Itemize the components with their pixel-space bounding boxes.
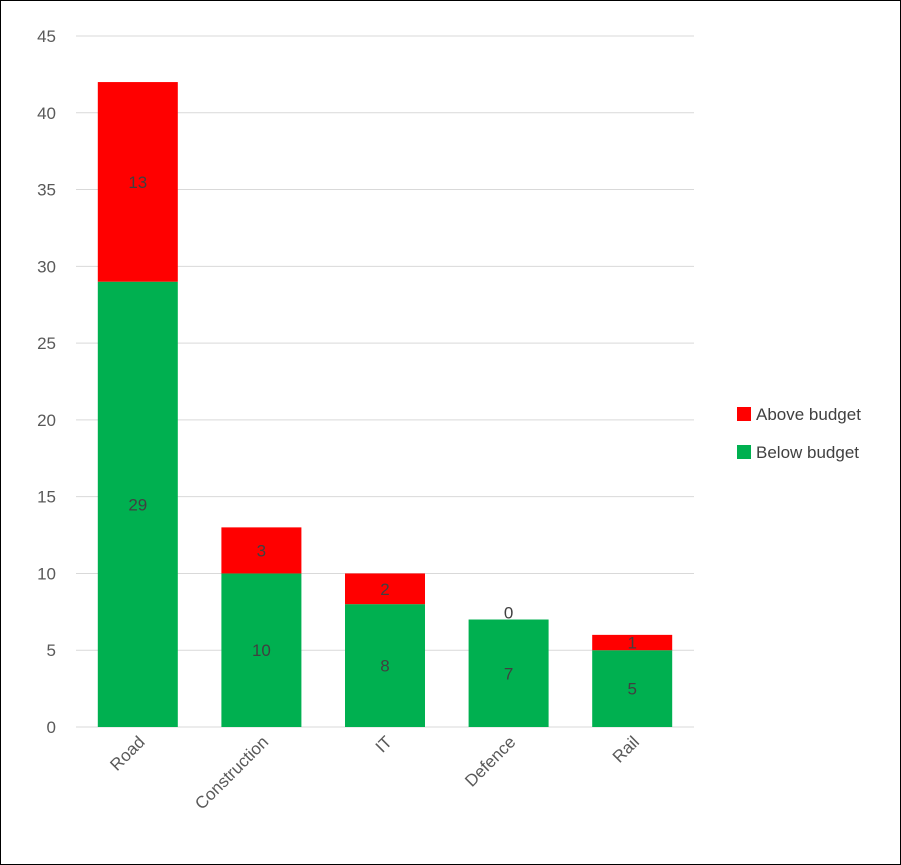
data-label-it-below-budget: 8 [380,657,389,676]
y-axis-ticks: 0 5 10 15 20 25 30 35 40 45 [37,27,56,737]
gridlines [76,35,694,651]
legend-item-above-budget: Above budget [737,405,861,424]
bar-construction-above-budget [221,527,302,574]
data-label-defence-below-budget: 7 [504,664,513,683]
data-label-construction-below-budget: 10 [252,641,271,660]
y-tick-label: 0 [47,718,56,737]
x-tick-label-defence: Defence [461,732,519,790]
bar-road-above-budget [97,82,178,282]
y-tick-label: 30 [37,257,56,276]
bar-road-below-budget [97,281,178,727]
data-label-construction-above-budget: 3 [257,541,266,560]
data-label-it-above-budget: 2 [380,580,389,599]
bar-rail-below-budget [592,650,673,727]
y-tick-label: 20 [37,411,56,430]
bar-it-above-budget [345,573,425,605]
legend-item-below-budget: Below budget [737,443,859,462]
x-tick-label-it: IT [372,732,396,756]
data-label-road-below-budget: 29 [128,495,147,514]
data-label-road-above-budget: 13 [128,173,147,192]
y-tick-label: 15 [37,488,56,507]
data-labels: 29 13 10 3 8 2 7 0 5 1 [128,173,637,699]
legend-label: Above budget [756,405,861,424]
y-tick-label: 5 [47,641,56,660]
bar-rail-above-budget [592,634,673,651]
legend-swatch [737,407,751,421]
bar-it-below-budget [345,604,425,727]
y-tick-label: 35 [37,181,56,200]
y-tick-label: 25 [37,334,56,353]
legend: Above budget Below budget [737,405,861,462]
x-tick-label-rail: Rail [609,732,643,766]
y-tick-label: 40 [37,104,56,123]
x-axis-ticks: Road Construction IT Defence Rail [106,732,643,813]
data-label-rail-above-budget: 1 [627,634,636,653]
bars [97,82,673,727]
legend-label: Below budget [756,443,859,462]
y-tick-label: 10 [37,564,56,583]
y-tick-label: 45 [37,27,56,46]
bar-defence-below-budget [468,619,549,727]
legend-swatch [737,445,751,459]
bar-construction-below-budget [221,573,302,727]
x-tick-label-construction: Construction [191,732,272,813]
data-label-defence-above-budget: 0 [504,604,513,623]
x-tick-label-road: Road [106,732,148,774]
data-label-rail-below-budget: 5 [627,680,636,699]
